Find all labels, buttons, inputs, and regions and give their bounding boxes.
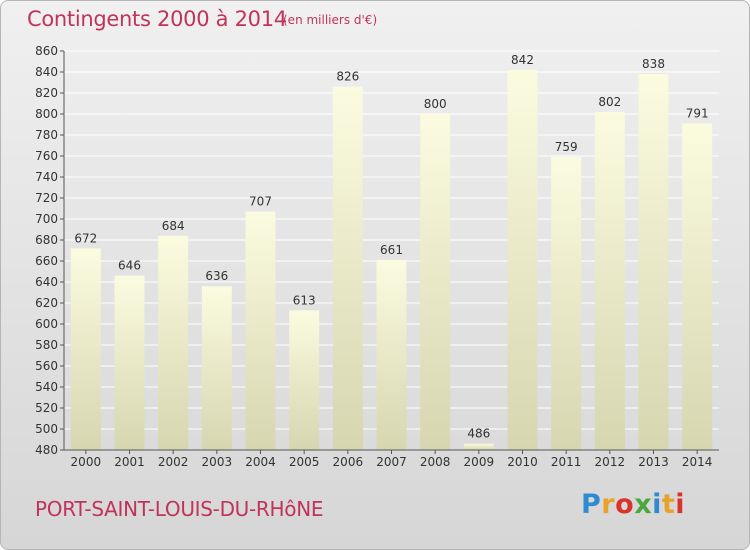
bars-layer: [70, 69, 713, 451]
y-tick-label: 740: [35, 170, 58, 184]
x-tick-label: 2003: [202, 455, 233, 469]
data-label: 800: [424, 97, 447, 111]
bar: [638, 74, 669, 450]
x-tick-label: 2011: [551, 455, 582, 469]
x-tick-label: 2004: [245, 455, 276, 469]
data-label: 759: [555, 140, 578, 154]
axis-layer: 480 500 520 540 560 580 600 620 640 660 680 700 720 7…: [35, 44, 719, 469]
bar: [594, 111, 625, 451]
bar: [507, 69, 538, 451]
bar: [376, 259, 407, 450]
logo-letter: x: [634, 489, 653, 520]
y-tick-label: 560: [35, 359, 58, 373]
logo-letter: o: [615, 489, 635, 520]
x-tick-label: 2010: [507, 455, 538, 469]
y-tick-label: 680: [35, 233, 58, 247]
chart-title: Contingents 2000 à 2014: [27, 7, 287, 31]
y-tick-label: 800: [35, 107, 58, 121]
data-label: 672: [74, 231, 97, 245]
logo-letter: P: [581, 489, 602, 520]
bar: [682, 123, 713, 450]
chart-subtitle: (en milliers d'€): [283, 13, 378, 27]
bar: [245, 211, 276, 450]
x-tick-label: 2000: [71, 455, 102, 469]
data-label: 802: [598, 95, 621, 109]
y-tick-label: 580: [35, 338, 58, 352]
data-label: 636: [205, 269, 228, 283]
y-tick-label: 540: [35, 380, 58, 394]
logo-letter: i: [652, 489, 662, 520]
y-tick-label: 600: [35, 317, 58, 331]
x-tick-label: 2013: [638, 455, 669, 469]
data-label: 826: [336, 70, 359, 84]
data-label: 646: [118, 259, 141, 273]
bar: [420, 114, 451, 450]
y-tick-label: 820: [35, 86, 58, 100]
y-tick-label: 700: [35, 212, 58, 226]
x-tick-label: 2005: [289, 455, 320, 469]
y-tick-label: 480: [35, 443, 58, 457]
y-tick-label: 640: [35, 275, 58, 289]
y-tick-label: 860: [35, 44, 58, 58]
labels-layer: 672 646 684 636 707 613 826 661 800 486 842 759 802 8…: [74, 53, 708, 441]
y-tick-label: 500: [35, 422, 58, 436]
data-label: 791: [686, 106, 709, 120]
data-label: 661: [380, 243, 403, 257]
x-tick-label: 2008: [420, 455, 451, 469]
x-tick-label: 2014: [682, 455, 713, 469]
y-tick-label: 780: [35, 128, 58, 142]
y-tick-label: 760: [35, 149, 58, 163]
location-name: PORT-SAINT-LOUIS-DU-RHôNE: [35, 497, 324, 521]
bar: [114, 275, 145, 450]
bar: [551, 157, 582, 451]
x-tick-label: 2001: [114, 455, 145, 469]
x-tick-label: 2009: [464, 455, 495, 469]
y-tick-label: 660: [35, 254, 58, 268]
x-tick-label: 2007: [376, 455, 407, 469]
y-tick-label: 520: [35, 401, 58, 415]
x-tick-label: 2002: [158, 455, 189, 469]
bar: [158, 235, 189, 450]
data-label: 684: [162, 219, 185, 233]
data-label: 613: [293, 293, 316, 307]
logo-letter: i: [675, 489, 686, 520]
y-tick-label: 620: [35, 296, 58, 310]
proxiti-logo[interactable]: Proxiti: [581, 489, 685, 520]
bar: [70, 248, 101, 450]
data-label: 838: [642, 57, 665, 71]
logo-letter: t: [661, 489, 676, 520]
x-tick-label: 2012: [595, 455, 626, 469]
data-label: 486: [467, 427, 490, 441]
y-tick-label: 720: [35, 191, 58, 205]
data-label: 842: [511, 53, 534, 67]
logo-letter: r: [601, 489, 616, 520]
bar: [201, 286, 232, 450]
bar: [463, 443, 494, 450]
bar: [332, 86, 363, 450]
y-tick-label: 840: [35, 65, 58, 79]
bar: [289, 310, 320, 450]
data-label: 707: [249, 195, 272, 209]
x-tick-label: 2006: [333, 455, 364, 469]
